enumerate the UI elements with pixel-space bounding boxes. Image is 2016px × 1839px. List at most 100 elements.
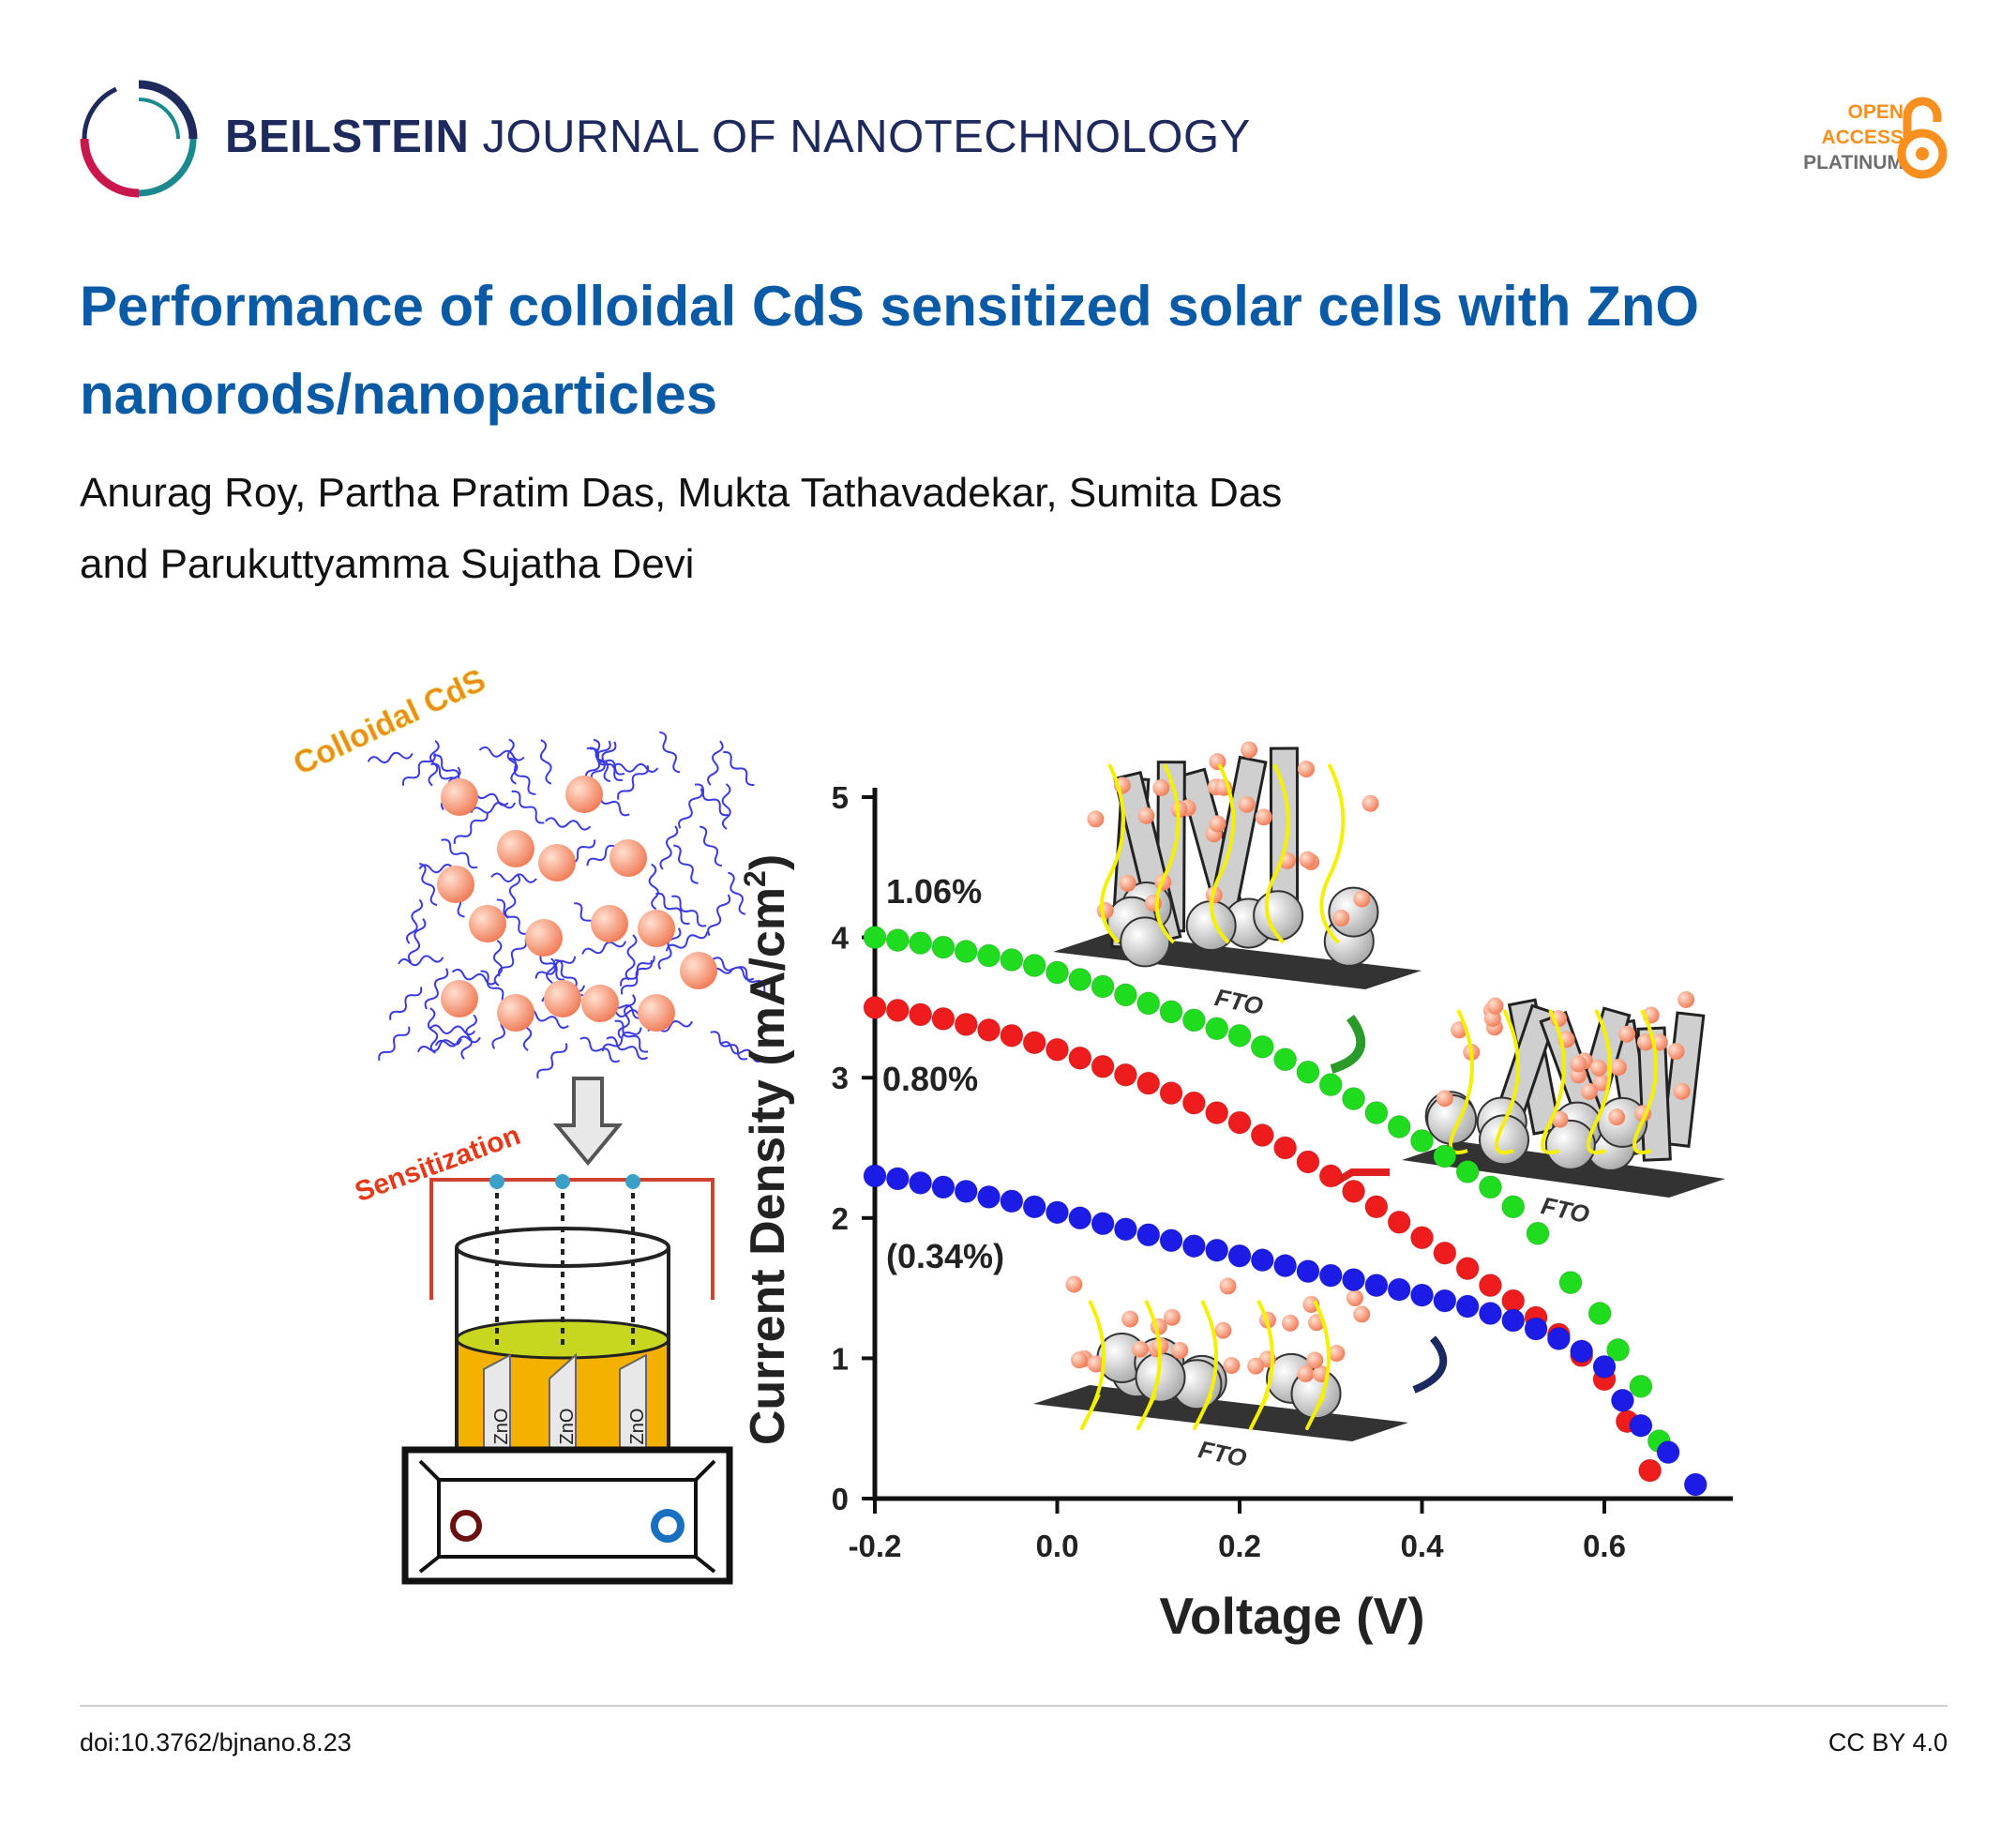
x-tick-label: 0.6 [1583, 1529, 1626, 1563]
fto-label: FTO [1539, 1191, 1592, 1229]
data-point [1570, 1339, 1594, 1364]
beaker: ZnO ZnO ZnO [455, 1174, 670, 1489]
data-point [1606, 1337, 1631, 1362]
data-point [1501, 1308, 1526, 1333]
data-point [1318, 1073, 1343, 1097]
data-point [1046, 1037, 1069, 1062]
data-point [954, 1012, 978, 1036]
data-point [1250, 1034, 1274, 1059]
data-point [1113, 983, 1137, 1007]
data-point [1638, 1458, 1662, 1483]
y-tick-label: 4 [832, 921, 850, 956]
y-axis-label-main: Current Density (mA/cm [741, 887, 795, 1445]
data-point [1091, 974, 1115, 999]
data-point [1558, 1271, 1583, 1295]
data-point [1296, 1150, 1320, 1174]
efficiency-label: 1.06% [886, 872, 982, 911]
y-tick-label: 5 [832, 780, 849, 815]
data-point [1364, 1101, 1389, 1125]
hot-plate-knob-icon [450, 1510, 482, 1542]
data-point [1455, 1294, 1480, 1319]
fto-label: FTO [1196, 1435, 1250, 1472]
hot-plate-stir-icon [651, 1509, 685, 1543]
data-point [931, 1175, 955, 1199]
journal-name-bold: BEILSTEIN [225, 112, 470, 162]
data-point [1046, 960, 1069, 985]
data-point [909, 1002, 933, 1027]
data-point [1181, 1091, 1206, 1115]
data-point [1159, 1000, 1183, 1024]
efficiency-label: (0.34%) [886, 1237, 1004, 1275]
x-tick-label: 0.0 [1036, 1529, 1079, 1563]
article-authors: Anurag Roy, Partha Pratim Das, Mukta Tat… [80, 458, 1282, 600]
data-point [1273, 1048, 1298, 1072]
data-point [1273, 1136, 1298, 1160]
doi-text: doi:10.3762/bjnano.8.23 [80, 1728, 352, 1756]
data-point [1410, 1283, 1434, 1307]
cds-nanoparticle [441, 778, 478, 816]
data-point [1205, 1101, 1229, 1125]
data-point [931, 935, 955, 959]
green-arrow-icon [1330, 1015, 1366, 1074]
x-tick-label: -0.2 [849, 1529, 902, 1563]
down-arrow-icon [552, 1077, 624, 1167]
cds-nanoparticle [437, 866, 474, 903]
y-tick-label: 0 [832, 1482, 849, 1516]
data-point [1524, 1317, 1548, 1341]
data-point [1205, 1238, 1229, 1262]
x-tick-label: 0.2 [1218, 1529, 1261, 1563]
data-point [1296, 1060, 1320, 1084]
data-point [1136, 1223, 1161, 1247]
sensitization-schematic: Colloidal CdS Sensitization ZnO ZnO ZnO [288, 662, 774, 1585]
cds-nanoparticle [525, 919, 563, 957]
cds-nanoparticle [497, 830, 534, 867]
cds-nanoparticle [497, 994, 534, 1032]
data-point [1159, 1081, 1183, 1106]
x-axis-label: Voltage (V) [1159, 1587, 1424, 1645]
navy-arrow-icon [1412, 1335, 1448, 1394]
data-point [1592, 1354, 1617, 1379]
data-point [885, 998, 910, 1022]
data-point [1342, 1268, 1366, 1292]
data-point [1433, 1289, 1457, 1313]
data-point [1526, 1221, 1550, 1245]
cds-nanoparticle [538, 844, 576, 882]
electrode-holder-frame [429, 1178, 715, 1300]
data-point [1546, 1326, 1571, 1350]
open-lock-icon [1897, 97, 1948, 179]
data-point [1433, 1241, 1457, 1265]
data-point [1000, 948, 1024, 972]
cds-nanoparticle [680, 952, 717, 989]
colloidal-cds-cluster [367, 731, 774, 1079]
oa-line-open: OPEN [1847, 101, 1903, 123]
zno-electrode-label: ZnO [557, 1409, 578, 1445]
data-point [1587, 1302, 1612, 1326]
data-point [1227, 1110, 1252, 1135]
authors-line-1: Anurag Roy, Partha Pratim Das, Mukta Tat… [80, 470, 1283, 516]
data-point [931, 1006, 955, 1031]
journal-name-rest: JOURNAL OF NANOTECHNOLOGY [482, 112, 1251, 162]
data-point [1091, 1054, 1115, 1078]
data-point [1656, 1440, 1680, 1465]
cds-nanoparticle [565, 776, 603, 813]
data-point [1478, 1175, 1502, 1199]
data-point [977, 1184, 1001, 1209]
y-tick-label: 3 [832, 1061, 849, 1095]
data-point [1181, 1008, 1206, 1033]
data-point [1318, 1164, 1343, 1188]
data-point [1610, 1388, 1634, 1412]
open-access-badge: OPEN ACCESS PLATINUM [1803, 99, 1903, 175]
zno-electrode-label: ZnO [491, 1409, 512, 1445]
data-point [1364, 1274, 1389, 1298]
series-ee1c1c [863, 995, 1662, 1483]
nanorod-inset: FTO [1402, 990, 1725, 1229]
y-axis-label-end: ) [741, 854, 795, 870]
cds-nanoparticle [591, 905, 628, 942]
data-point [1113, 1063, 1137, 1087]
data-point [1387, 1277, 1411, 1302]
authors-line-2: and Parukuttyamma Sujatha Devi [80, 541, 695, 587]
y-axis-label: Current Density (mA/cm2) [738, 854, 795, 1445]
journal-name: BEILSTEIN JOURNAL OF NANOTECHNOLOGY [225, 111, 1251, 163]
data-point [1455, 1159, 1480, 1183]
